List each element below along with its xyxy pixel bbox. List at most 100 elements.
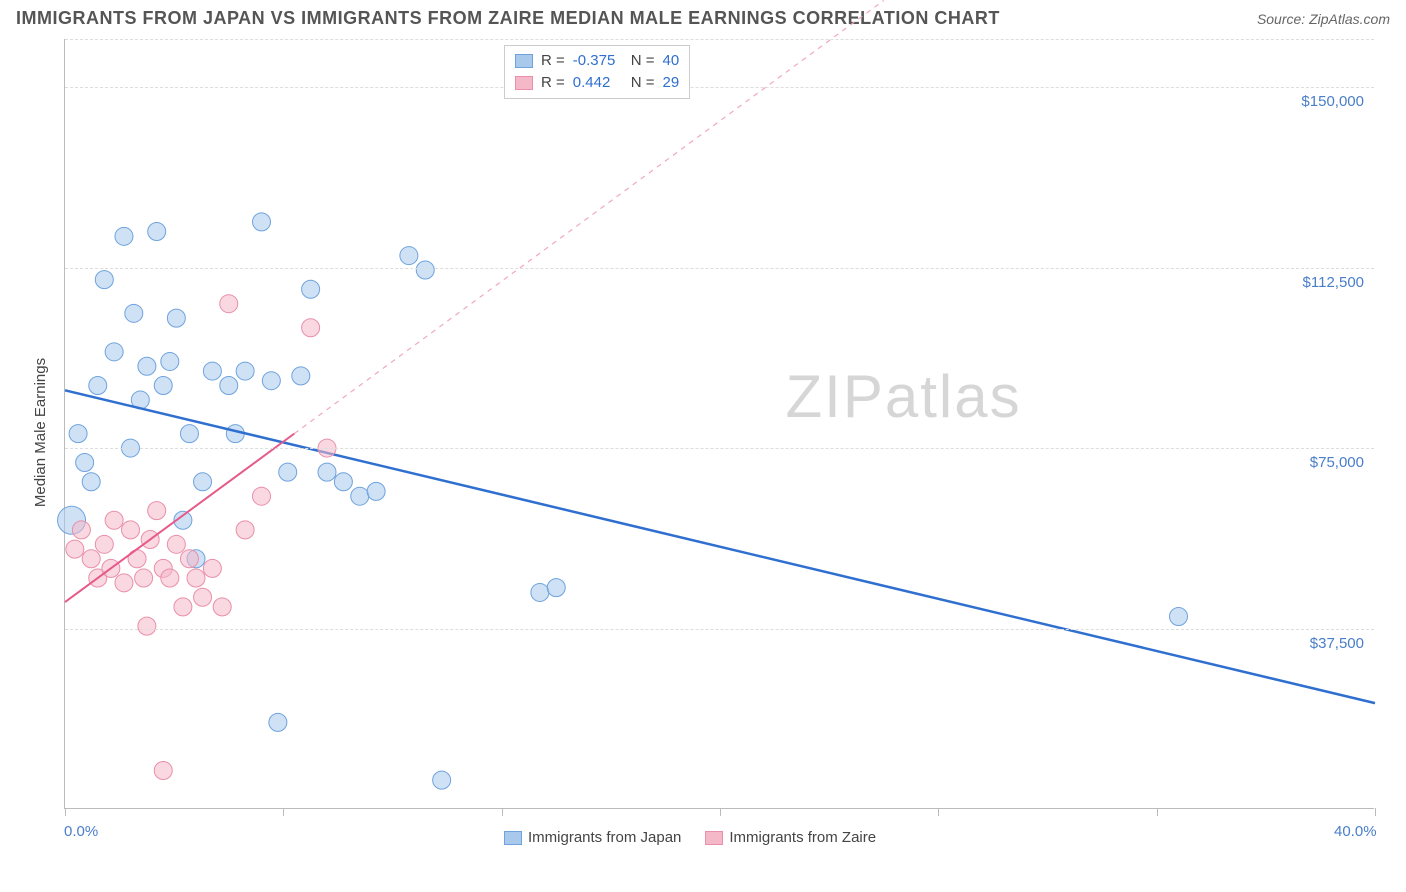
data-point-japan <box>167 309 185 327</box>
data-point-japan <box>95 271 113 289</box>
legend-swatch <box>504 831 522 845</box>
gridline <box>65 448 1374 449</box>
gridline <box>65 268 1374 269</box>
data-point-zaire <box>154 762 172 780</box>
data-point-zaire <box>161 569 179 587</box>
x-tick <box>1157 808 1158 816</box>
data-point-japan <box>433 771 451 789</box>
data-point-japan <box>220 377 238 395</box>
data-point-japan <box>203 362 221 380</box>
r-label: R = <box>541 72 565 94</box>
source-attribution: Source: ZipAtlas.com <box>1257 11 1390 27</box>
data-point-zaire <box>203 559 221 577</box>
series-legend-item: Immigrants from Zaire <box>705 829 876 846</box>
data-point-zaire <box>253 487 271 505</box>
trend-line-japan <box>65 390 1375 703</box>
source-name: ZipAtlas.com <box>1309 11 1390 27</box>
data-point-japan <box>69 425 87 443</box>
gridline <box>65 87 1374 88</box>
x-tick-label: 40.0% <box>1334 823 1377 840</box>
source-label: Source: <box>1257 11 1305 27</box>
data-point-zaire <box>167 535 185 553</box>
data-point-japan <box>416 261 434 279</box>
data-point-japan <box>76 454 94 472</box>
legend-swatch <box>515 76 533 90</box>
data-point-japan <box>400 247 418 265</box>
data-point-zaire <box>135 569 153 587</box>
data-point-zaire <box>105 511 123 529</box>
data-point-zaire <box>115 574 133 592</box>
x-tick <box>720 808 721 816</box>
data-point-zaire <box>66 540 84 558</box>
data-point-zaire <box>213 598 231 616</box>
n-value: 29 <box>663 72 680 94</box>
data-point-japan <box>253 213 271 231</box>
gridline <box>65 629 1374 630</box>
data-point-japan <box>105 343 123 361</box>
r-value: 0.442 <box>573 72 623 94</box>
data-point-zaire <box>236 521 254 539</box>
y-tick-label: $112,500 <box>1303 274 1364 291</box>
plot-area: ZIPatlas $37,500$75,000$112,500$150,000 <box>64 39 1374 809</box>
series-legend-label: Immigrants from Japan <box>528 829 681 846</box>
legend-swatch <box>515 54 533 68</box>
scatter-plot-svg <box>65 39 1375 809</box>
data-point-japan <box>148 223 166 241</box>
y-tick-label: $75,000 <box>1310 454 1364 471</box>
data-point-zaire <box>138 617 156 635</box>
data-point-japan <box>154 377 172 395</box>
data-point-japan <box>367 482 385 500</box>
n-label: N = <box>631 72 655 94</box>
data-point-zaire <box>128 550 146 568</box>
chart-area: ZIPatlas $37,500$75,000$112,500$150,000 … <box>16 33 1390 853</box>
data-point-japan <box>269 713 287 731</box>
data-point-japan <box>161 352 179 370</box>
title-bar: IMMIGRANTS FROM JAPAN VS IMMIGRANTS FROM… <box>0 0 1406 33</box>
data-point-japan <box>262 372 280 390</box>
data-point-zaire <box>148 502 166 520</box>
data-point-zaire <box>187 569 205 587</box>
n-label: N = <box>631 50 655 72</box>
data-point-japan <box>138 357 156 375</box>
n-value: 40 <box>663 50 680 72</box>
gridline <box>65 39 1374 40</box>
data-point-zaire <box>82 550 100 568</box>
x-tick <box>938 808 939 816</box>
data-point-japan <box>89 377 107 395</box>
legend-swatch <box>705 831 723 845</box>
y-tick-label: $150,000 <box>1301 93 1364 110</box>
data-point-japan <box>125 304 143 322</box>
chart-title: IMMIGRANTS FROM JAPAN VS IMMIGRANTS FROM… <box>16 8 1000 29</box>
data-point-japan <box>292 367 310 385</box>
y-tick-label: $37,500 <box>1310 635 1364 652</box>
series-legend-label: Immigrants from Zaire <box>729 829 876 846</box>
series-legend: Immigrants from Japan Immigrants from Zai… <box>504 829 876 846</box>
data-point-japan <box>279 463 297 481</box>
data-point-zaire <box>194 588 212 606</box>
data-point-zaire <box>174 598 192 616</box>
data-point-zaire <box>95 535 113 553</box>
correlation-legend: R = -0.375 N = 40 R = 0.442 N = 29 <box>504 45 690 99</box>
x-tick-label: 0.0% <box>64 823 98 840</box>
data-point-japan <box>82 473 100 491</box>
data-point-zaire <box>302 319 320 337</box>
data-point-zaire <box>122 521 140 539</box>
r-label: R = <box>541 50 565 72</box>
data-point-zaire <box>220 295 238 313</box>
data-point-japan <box>194 473 212 491</box>
data-point-zaire <box>72 521 90 539</box>
data-point-japan <box>318 463 336 481</box>
data-point-japan <box>547 579 565 597</box>
x-tick <box>502 808 503 816</box>
trend-line-zaire <box>65 434 294 602</box>
data-point-japan <box>180 425 198 443</box>
data-point-japan <box>236 362 254 380</box>
data-point-japan <box>115 227 133 245</box>
x-tick <box>65 808 66 816</box>
data-point-japan <box>302 280 320 298</box>
x-tick <box>1375 808 1376 816</box>
data-point-japan <box>531 583 549 601</box>
data-point-japan <box>1170 608 1188 626</box>
y-axis-label: Median Male Earnings <box>32 358 49 507</box>
r-value: -0.375 <box>573 50 623 72</box>
